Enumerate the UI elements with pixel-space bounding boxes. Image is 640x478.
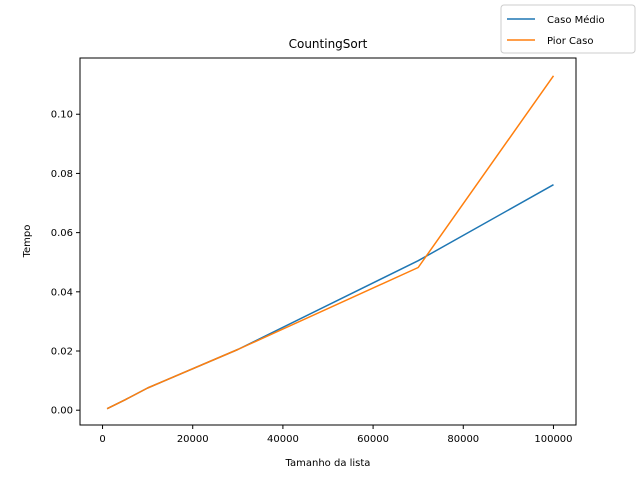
y-axis-ticks: 0.00 0.02 0.04 0.06 0.08 0.10 (51, 110, 80, 417)
series-line-1 (106, 75, 555, 410)
chart-title: CountingSort (289, 37, 368, 51)
y-tick-label: 0.08 (51, 169, 73, 180)
series-layer (106, 75, 555, 410)
y-tick-label: 0.06 (51, 228, 73, 239)
y-tick-label: 0.04 (51, 287, 73, 298)
x-tick-label: 40000 (267, 434, 299, 445)
x-tick-label: 80000 (447, 434, 479, 445)
x-axis-ticks: 0 20000 40000 60000 80000 100000 (99, 425, 573, 445)
legend-box (500, 4, 636, 54)
x-tick-label: 0 (99, 434, 105, 445)
y-axis-label: Tempo (22, 225, 33, 259)
x-tick-label: 20000 (177, 434, 209, 445)
legend-entry-1: Pior Caso (547, 36, 593, 47)
plot-frame (79, 57, 577, 426)
y-tick-label: 0.00 (51, 406, 73, 417)
legend: Caso Médio Pior Caso (500, 4, 636, 54)
x-axis-label: Tamanho da lista (285, 458, 371, 469)
y-tick-label: 0.02 (51, 347, 73, 358)
x-tick-label: 60000 (357, 434, 389, 445)
x-tick-label: 100000 (534, 434, 572, 445)
y-tick-label: 0.10 (51, 110, 73, 121)
legend-entry-0: Caso Médio (547, 14, 605, 26)
